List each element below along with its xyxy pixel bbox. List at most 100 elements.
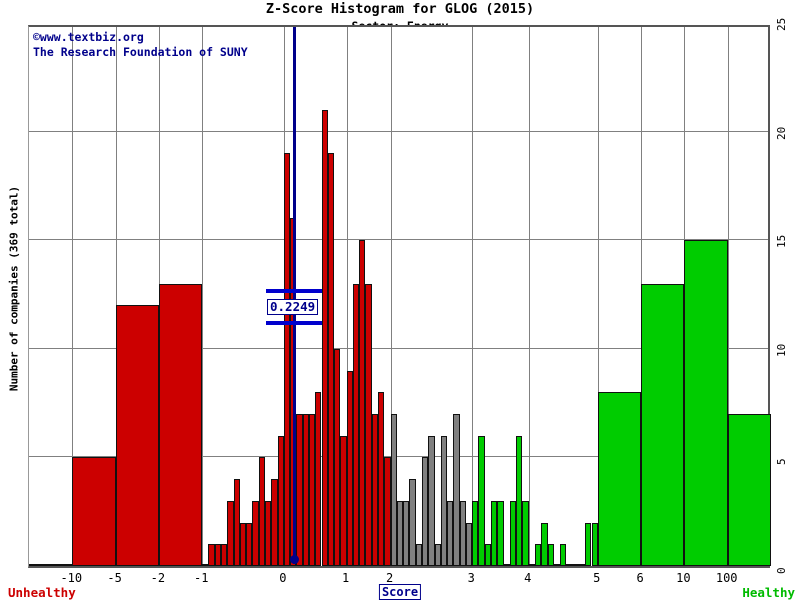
histogram-bar [428,435,435,566]
vertical-gridline [390,27,392,566]
histogram-bar [321,109,328,566]
histogram-bar [214,544,222,566]
histogram-bar [421,457,429,566]
histogram-bar [641,283,685,566]
histogram-bar [447,500,454,566]
x-tick-label: -10 [60,571,83,585]
score-marker-line [292,27,296,564]
x-tick-label: 5 [593,571,601,585]
x-tick-label: 4 [524,571,532,585]
x-tick-label: 1 [342,571,350,585]
vertical-gridline [597,27,599,566]
histogram-bar [202,564,209,566]
histogram-bar [472,500,479,566]
histogram-bar [334,348,341,566]
score-marker-bracket-bottom [266,320,322,325]
histogram-bar [503,564,510,566]
histogram-bar [246,522,253,566]
histogram-bar [208,544,215,566]
histogram-bar [591,522,598,566]
horizontal-gridline [29,239,768,241]
histogram-bar [566,564,573,566]
histogram-bar [727,413,771,566]
x-axis-label: Score [378,584,422,600]
histogram-bar [509,500,517,566]
histogram-bar [516,435,523,566]
vertical-gridline [528,27,530,566]
x-tick-label: 10 [676,571,691,585]
histogram-bar [409,479,416,566]
histogram-bar [478,435,485,566]
histogram-bar [440,435,448,566]
histogram-bar [415,544,422,566]
y-tick-label: 25 [775,17,788,31]
histogram-bar [233,479,240,566]
histogram-bar [227,500,234,566]
vertical-gridline [346,27,348,566]
y-tick-label: 0 [775,567,788,574]
x-tick-label: -2 [150,571,166,585]
histogram-bar [484,544,492,566]
watermark-credit: ©www.textbiz.org The Research Foundation… [33,30,248,59]
histogram-bar [547,544,554,566]
histogram-bar [252,500,259,566]
histogram-bar [585,522,592,566]
score-marker-label: 0.2249 [267,299,319,316]
histogram-bar [597,392,642,566]
x-tick-label: -5 [107,571,122,585]
histogram-bar [277,435,284,566]
histogram-bar [352,283,360,566]
histogram-bar [396,500,404,566]
histogram-bar [308,413,316,566]
histogram-bar [296,413,303,566]
histogram-bar [465,522,473,566]
vertical-gridline [72,27,74,566]
histogram-bar [258,457,265,566]
horizontal-gridline [29,456,768,458]
zone-label-healthy: Healthy [742,585,795,600]
histogram-bar [378,392,385,566]
histogram-bar [271,479,278,566]
histogram-bar [239,522,247,566]
histogram-bar [359,240,366,566]
score-marker-dot [289,555,299,564]
vertical-gridline [472,27,474,566]
histogram-bar [72,457,116,566]
x-tick-label: 3 [467,571,475,585]
y-tick-label: 15 [775,234,788,249]
page-title: Z-Score Histogram for GLOG (2015) [265,1,535,17]
histogram-bar [535,544,542,566]
histogram-bar [365,283,372,566]
vertical-gridline [115,27,117,566]
y-axis-label: Number of companies (369 total) [7,185,21,392]
x-tick-label: -1 [193,571,209,585]
histogram-bar [265,500,272,566]
horizontal-gridline [29,130,768,132]
histogram-bar [453,413,460,566]
zone-label-unhealthy: Unhealthy [8,585,76,600]
y-tick-label: 10 [775,343,788,357]
histogram-bar [340,435,347,566]
histogram-bar [302,413,309,566]
histogram-bar [327,153,335,566]
histogram-bar [346,370,353,566]
x-tick-label: 2 [385,571,394,585]
vertical-gridline [727,27,729,566]
histogram-bar [115,305,159,566]
horizontal-gridline [29,347,768,349]
vertical-gridline [202,27,204,566]
plot-area: 0.2249 [28,25,771,568]
histogram-bar [371,413,378,566]
histogram-bar [459,500,466,566]
x-tick-label: 0 [279,571,287,585]
histogram-bar [522,500,529,566]
histogram-bar [553,564,561,566]
histogram-bar [541,522,548,566]
histogram-bar [528,564,535,566]
histogram-bar [572,564,579,566]
histogram-bar [403,500,410,566]
histogram-bar [684,240,728,566]
histogram-bar [29,564,73,566]
histogram-bar [158,283,203,566]
histogram-bar [390,413,397,566]
